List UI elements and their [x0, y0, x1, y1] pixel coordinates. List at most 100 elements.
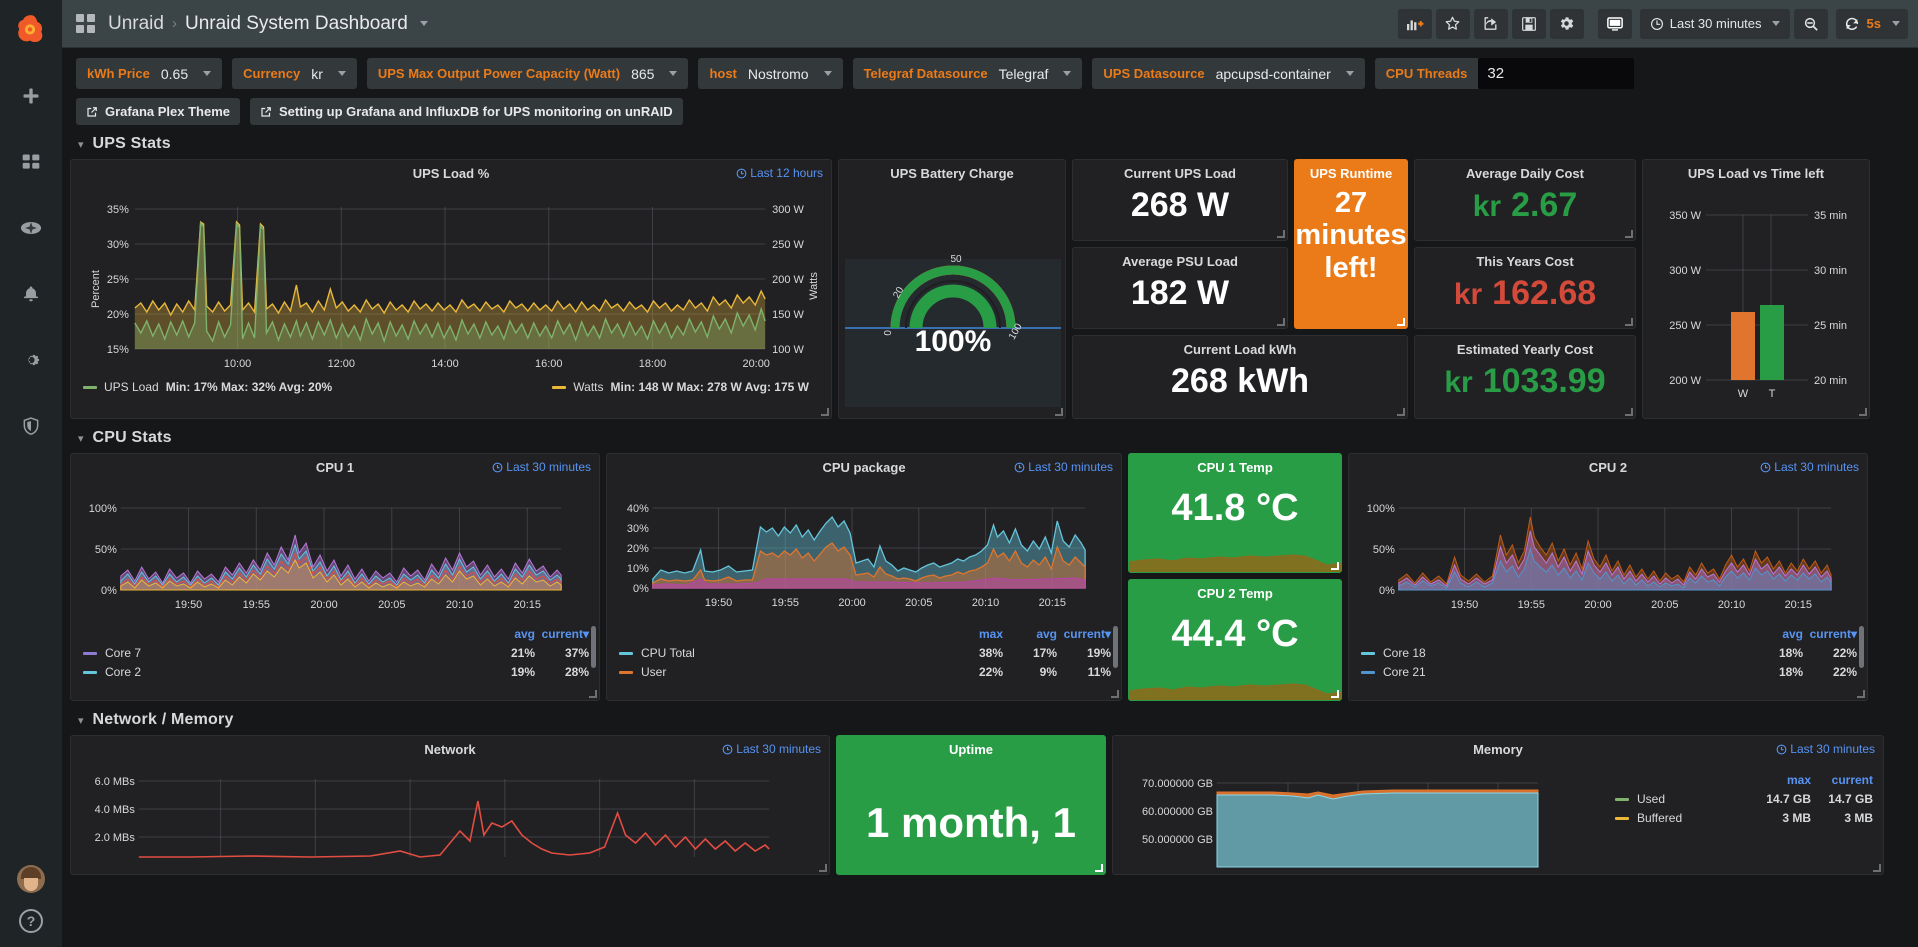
legend-header-current[interactable]: current: [1831, 773, 1873, 787]
share-dashboard-button[interactable]: [1473, 8, 1508, 39]
legend-header-current[interactable]: current▾: [1809, 627, 1857, 641]
legend-header-current[interactable]: current▾: [541, 627, 589, 641]
chevron-down-icon: ▾: [78, 714, 84, 727]
panel-resize-handle[interactable]: [819, 864, 827, 872]
page-title[interactable]: Unraid System Dashboard: [184, 12, 408, 34]
panel-cpu-2-temp[interactable]: CPU 2 Temp 44.4 °C: [1128, 579, 1342, 701]
row-cpu-stats[interactable]: ▾ CPU Stats: [62, 419, 1918, 453]
sidebar-item-alerting[interactable]: [11, 274, 51, 314]
panel-average-psu-load[interactable]: Average PSU Load 182 W: [1072, 247, 1288, 329]
dashboard-dropdown-caret-icon[interactable]: [419, 21, 428, 26]
svg-text:19:55: 19:55: [243, 599, 270, 611]
panel-resize-handle[interactable]: [1625, 230, 1633, 238]
panel-resize-handle[interactable]: [1111, 690, 1119, 698]
panel-resize-handle[interactable]: [1331, 690, 1339, 698]
tv-kiosk-button[interactable]: [1597, 8, 1632, 39]
variable-label: host: [709, 66, 737, 81]
panel-resize-handle[interactable]: [1331, 562, 1339, 570]
panel-resize-handle[interactable]: [1859, 408, 1867, 416]
variable-currency[interactable]: Currency kr: [232, 58, 357, 89]
legend-row[interactable]: Core 18 18% 22%: [1361, 646, 1857, 660]
refresh-picker[interactable]: 5s: [1835, 8, 1908, 39]
legend-header-max[interactable]: max: [1786, 773, 1811, 787]
legend-header-current[interactable]: current▾: [1063, 627, 1111, 641]
panel-resize-handle[interactable]: [589, 690, 597, 698]
panel-resize-handle[interactable]: [1055, 408, 1063, 416]
panel-cpu-2[interactable]: CPU 2 Last 30 minutes 100% 50% 0%: [1348, 453, 1868, 701]
panel-memory[interactable]: Memory Last 30 minutes 70.000000 GB 60.0…: [1112, 735, 1884, 875]
row-network-memory[interactable]: ▾ Network / Memory: [62, 701, 1918, 735]
panel-cpu-package[interactable]: CPU package Last 30 minutes 40% 30% 20% …: [606, 453, 1122, 701]
legend-header-avg[interactable]: avg: [1782, 627, 1803, 641]
svg-text:200 W: 200 W: [772, 274, 804, 286]
legend-row[interactable]: Used 14.7 GB 14.7 GB: [1615, 792, 1873, 806]
legend-header-avg[interactable]: avg: [1036, 627, 1057, 641]
legend-row[interactable]: CPU Total 38% 17% 19%: [619, 646, 1111, 660]
legend-scrollbar[interactable]: [591, 626, 596, 668]
variable-bar: kWh Price 0.65 Currency kr UPS Max Outpu…: [62, 48, 1918, 125]
mark-favorite-button[interactable]: [1435, 8, 1470, 39]
panel-resize-handle[interactable]: [1095, 864, 1103, 872]
panel-resize-handle[interactable]: [1873, 864, 1881, 872]
panel-ups-load[interactable]: UPS Load % Last 12 hours 35% 30% 25% 20%…: [70, 159, 832, 419]
variable-kwh-price[interactable]: kWh Price 0.65: [76, 58, 223, 89]
legend-header-avg[interactable]: avg: [514, 627, 535, 641]
panel-resize-handle[interactable]: [1625, 408, 1633, 416]
zoom-out-time-button[interactable]: [1793, 8, 1828, 39]
svg-text:200 W: 200 W: [1669, 375, 1701, 387]
grafana-logo[interactable]: [11, 10, 51, 50]
panel-network[interactable]: Network Last 30 minutes 6.0 MBs 4.0 MBs …: [70, 735, 830, 875]
legend-row[interactable]: User 22% 9% 11%: [619, 665, 1111, 679]
legend-item-watts[interactable]: Watts Min: 148 W Max: 278 W Avg: 175 W: [552, 380, 809, 394]
link-ups-monitoring-guide[interactable]: Setting up Grafana and InfluxDB for UPS …: [250, 98, 683, 125]
legend-row[interactable]: Core 7 21% 37%: [83, 646, 589, 660]
panel-current-load-kwh[interactable]: Current Load kWh 268 kWh: [1072, 335, 1408, 419]
dashboard-settings-button[interactable]: [1549, 8, 1584, 39]
row-ups-stats[interactable]: ▾ UPS Stats: [62, 125, 1918, 159]
panel-ups-runtime[interactable]: UPS Runtime 27 minutes left!: [1294, 159, 1408, 329]
legend-row[interactable]: Buffered 3 MB 3 MB: [1615, 811, 1873, 825]
panel-this-years-cost[interactable]: This Years Cost kr 162.68: [1414, 247, 1636, 329]
panel-ups-battery-charge[interactable]: UPS Battery Charge 50 20 0 100 100%: [838, 159, 1066, 419]
user-avatar[interactable]: [17, 865, 45, 893]
panel-resize-handle[interactable]: [1857, 690, 1865, 698]
panel-cpu-1[interactable]: CPU 1 Last 30 minutes 100% 50% 0%: [70, 453, 600, 701]
variable-host[interactable]: host Nostromo: [698, 58, 843, 89]
sidebar-item-server-admin[interactable]: [11, 406, 51, 446]
panel-cpu-1-temp[interactable]: CPU 1 Temp 41.8 °C: [1128, 453, 1342, 573]
sidebar-item-configuration[interactable]: [11, 340, 51, 380]
ups-load-graph: 35% 30% 25% 20% 15% 300 W 250 W 200 W 15…: [71, 181, 831, 376]
panel-current-ups-load[interactable]: Current UPS Load 268 W: [1072, 159, 1288, 241]
variable-ups-max-output-power-capacity[interactable]: UPS Max Output Power Capacity (Watt) 865: [366, 58, 689, 89]
legend-item-ups-load[interactable]: UPS Load Min: 17% Max: 32% Avg: 20%: [83, 380, 332, 394]
help-icon[interactable]: ?: [19, 909, 43, 933]
legend-scrollbar[interactable]: [1113, 626, 1118, 668]
add-panel-button[interactable]: [1397, 8, 1432, 39]
variable-telegraf-datasource[interactable]: Telegraf Datasource Telegraf: [852, 58, 1083, 89]
save-dashboard-button[interactable]: [1511, 8, 1546, 39]
panel-ups-load-vs-time-left[interactable]: UPS Load vs Time left 350 W 300 W 250 W …: [1642, 159, 1870, 419]
legend-header-max[interactable]: max: [978, 627, 1003, 641]
sidebar-item-create[interactable]: [11, 76, 51, 116]
panel-resize-handle[interactable]: [821, 408, 829, 416]
panel-estimated-yearly-cost[interactable]: Estimated Yearly Cost kr 1033.99: [1414, 335, 1636, 419]
legend-series: CPU Total: [619, 646, 949, 660]
panel-uptime[interactable]: Uptime 1 month, 1: [836, 735, 1106, 875]
time-range-picker[interactable]: Last 30 minutes: [1639, 8, 1790, 39]
cpu-threads-input[interactable]: 32: [1478, 58, 1635, 89]
link-grafana-plex-theme[interactable]: Grafana Plex Theme: [76, 98, 240, 125]
legend-row[interactable]: Core 2 19% 28%: [83, 665, 589, 679]
panel-resize-handle[interactable]: [1277, 318, 1285, 326]
panel-resize-handle[interactable]: [1277, 230, 1285, 238]
panel-resize-handle[interactable]: [1397, 408, 1405, 416]
breadcrumb-folder[interactable]: Unraid: [108, 12, 164, 34]
legend-scrollbar[interactable]: [1859, 626, 1864, 668]
panel-resize-handle[interactable]: [1397, 318, 1405, 326]
variable-ups-datasource[interactable]: UPS Datasource apcupsd-container: [1092, 58, 1365, 89]
panel-average-daily-cost[interactable]: Average Daily Cost kr 2.67: [1414, 159, 1636, 241]
panel-resize-handle[interactable]: [1625, 318, 1633, 326]
variable-cpu-threads[interactable]: CPU Threads 32: [1374, 58, 1635, 89]
legend-row[interactable]: Core 21 18% 22%: [1361, 665, 1857, 679]
sidebar-item-explore[interactable]: [11, 208, 51, 248]
sidebar-item-dashboards[interactable]: [11, 142, 51, 182]
